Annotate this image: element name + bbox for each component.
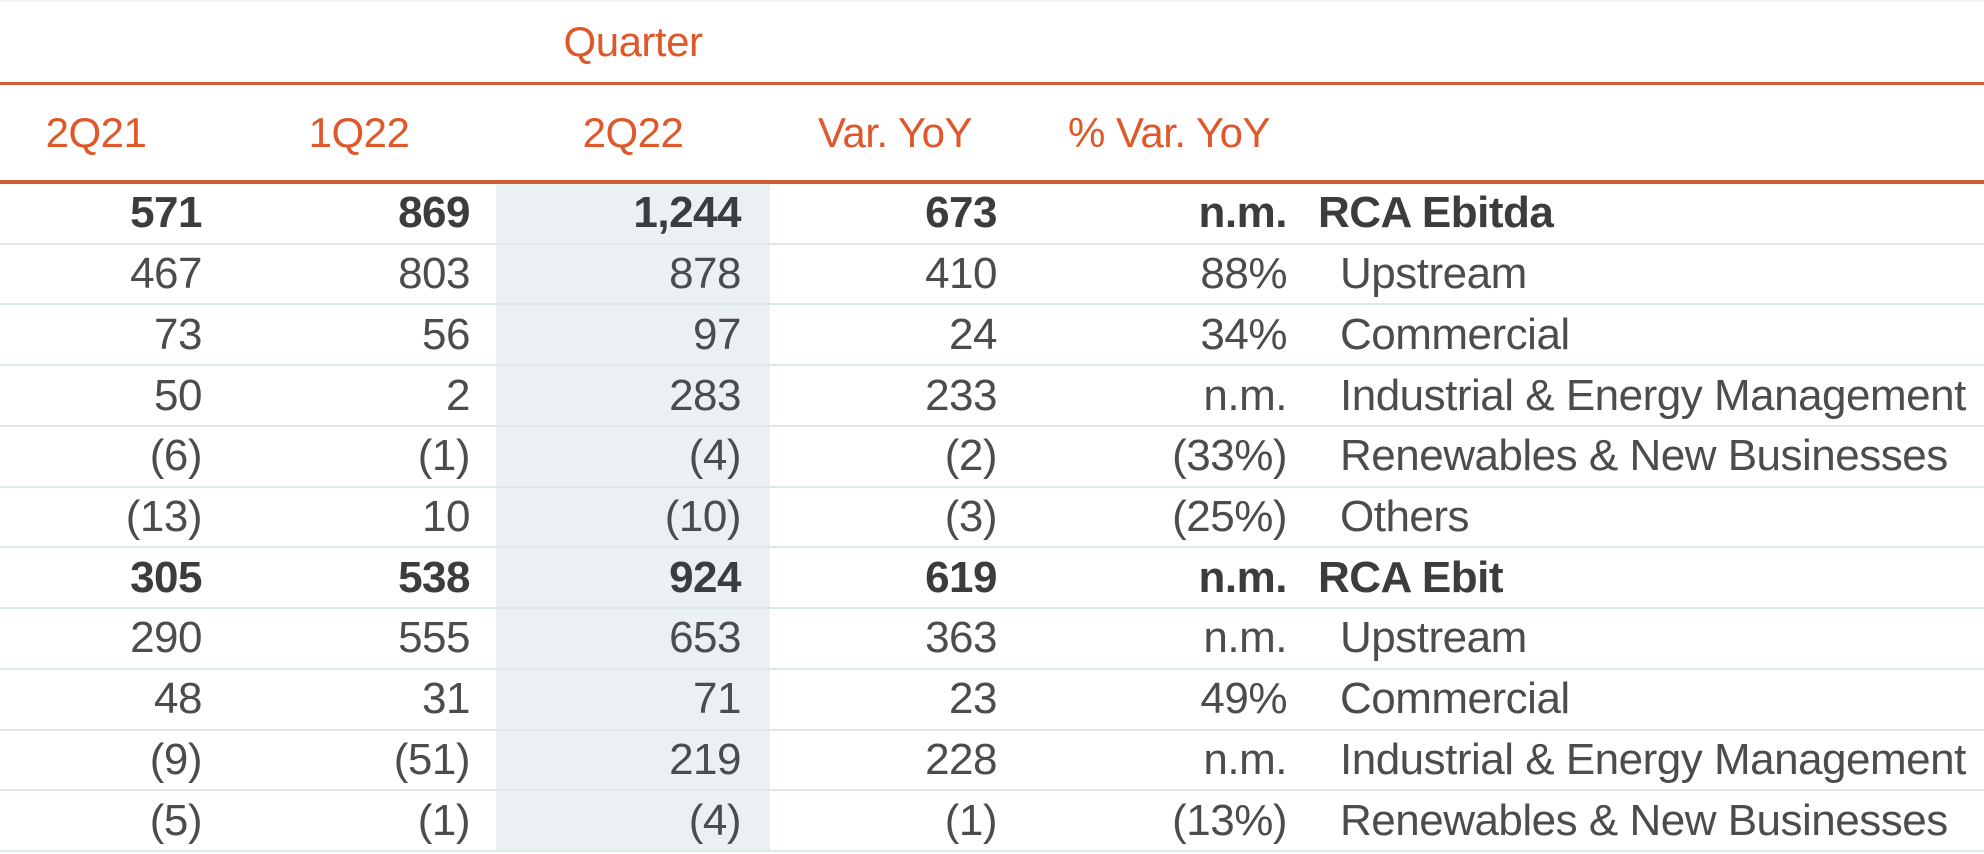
quarter-group-label: Quarter bbox=[563, 18, 703, 65]
cell-pct-var-yoy: 88% bbox=[1200, 249, 1287, 299]
cell-2q21: 73 bbox=[154, 309, 202, 359]
cell-1q22: 538 bbox=[398, 552, 470, 602]
cell-var-yoy: 24 bbox=[949, 309, 997, 359]
cell-2q21: (6) bbox=[149, 431, 203, 481]
table-row-commercial: 48 31 71 23 49% Commercial bbox=[0, 670, 1984, 731]
cell-var-yoy: 410 bbox=[925, 249, 997, 299]
cell-var-yoy: (1) bbox=[944, 795, 998, 845]
table-row-industrial-energy-management: (9) (51) 219 228 n.m. Industrial & Energ… bbox=[0, 731, 1984, 792]
cell-pct-var-yoy: n.m. bbox=[1203, 734, 1287, 784]
cell-2q22: 97 bbox=[693, 309, 741, 359]
column-header-row: 2Q21 1Q22 2Q22 Var. YoY % Var. YoY bbox=[0, 85, 1984, 180]
cell-2q22: 924 bbox=[669, 552, 741, 602]
table-row-upstream: 290 555 653 363 n.m. Upstream bbox=[0, 609, 1984, 670]
cell-pct-var-yoy: n.m. bbox=[1198, 552, 1288, 602]
row-label: RCA Ebit bbox=[1318, 552, 1504, 602]
cell-1q22: (1) bbox=[417, 431, 471, 481]
cell-var-yoy: (3) bbox=[944, 491, 998, 541]
column-header-pct-var-yoy: % Var. YoY bbox=[1067, 108, 1271, 156]
cell-1q22: 2 bbox=[446, 370, 470, 420]
row-label: Industrial & Energy Management bbox=[1340, 370, 1966, 420]
column-header-2q21: 2Q21 bbox=[45, 108, 147, 156]
row-label: Renewables & New Businesses bbox=[1340, 431, 1948, 481]
cell-pct-var-yoy: (13%) bbox=[1172, 795, 1287, 845]
cell-pct-var-yoy: n.m. bbox=[1203, 613, 1287, 663]
cell-2q21: (5) bbox=[149, 795, 203, 845]
row-label: RCA Ebitda bbox=[1318, 188, 1554, 238]
cell-var-yoy: 619 bbox=[925, 552, 997, 602]
cell-1q22: 869 bbox=[398, 188, 470, 238]
cell-var-yoy: 673 bbox=[925, 188, 997, 238]
cell-2q21: 571 bbox=[130, 188, 202, 238]
table-row-commercial: 73 56 97 24 34% Commercial bbox=[0, 305, 1984, 367]
cell-pct-var-yoy: (25%) bbox=[1172, 491, 1287, 541]
row-label: Others bbox=[1340, 491, 1470, 541]
cell-2q21: 48 bbox=[154, 674, 202, 724]
highlighted-column-2q22 bbox=[496, 184, 770, 852]
cell-2q21: 50 bbox=[154, 370, 202, 420]
row-label: Renewables & New Businesses bbox=[1340, 795, 1948, 845]
cell-2q21: 305 bbox=[130, 552, 202, 602]
table-row-rca-ebitda: 571 869 1,244 673 n.m. RCA Ebitda bbox=[0, 184, 1984, 245]
cell-2q22: 283 bbox=[669, 370, 741, 420]
cell-2q21: (9) bbox=[149, 734, 203, 784]
orange-rule-bottom bbox=[0, 180, 1984, 184]
cell-var-yoy: 23 bbox=[949, 674, 997, 724]
cell-2q22: (4) bbox=[688, 431, 742, 481]
cell-2q22: 71 bbox=[693, 674, 741, 724]
table-row-renewables-new-businesses: (5) (1) (4) (1) (13%) Renewables & New B… bbox=[0, 791, 1984, 852]
row-label: Upstream bbox=[1340, 249, 1527, 299]
table-row-industrial-energy-management: 50 2 283 233 n.m. Industrial & Energy Ma… bbox=[0, 366, 1984, 427]
cell-pct-var-yoy: 49% bbox=[1200, 674, 1287, 724]
table-row-rca-ebit: 305 538 924 619 n.m. RCA Ebit bbox=[0, 548, 1984, 610]
orange-rule-top bbox=[0, 82, 1984, 85]
cell-2q21: (13) bbox=[125, 491, 203, 541]
cell-var-yoy: 363 bbox=[925, 613, 997, 663]
cell-var-yoy: 228 bbox=[925, 734, 997, 784]
table-row-upstream: 467 803 878 410 88% Upstream bbox=[0, 245, 1984, 306]
cell-2q22: (10) bbox=[664, 491, 742, 541]
cell-2q22: 878 bbox=[669, 249, 741, 299]
cell-pct-var-yoy: n.m. bbox=[1198, 188, 1288, 238]
column-header-1q22: 1Q22 bbox=[308, 108, 410, 156]
cell-1q22: 555 bbox=[398, 613, 470, 663]
table-row-others: (13) 10 (10) (3) (25%) Others bbox=[0, 488, 1984, 549]
column-header-var-yoy: Var. YoY bbox=[817, 108, 973, 156]
cell-1q22: 31 bbox=[422, 674, 470, 724]
cell-2q22: (4) bbox=[688, 795, 742, 845]
cell-2q22: 1,244 bbox=[633, 188, 741, 238]
table-rows: 571 869 1,244 673 n.m. RCA Ebitda 467 80… bbox=[0, 184, 1984, 852]
cell-var-yoy: (2) bbox=[944, 431, 998, 481]
row-label: Upstream bbox=[1340, 613, 1527, 663]
cell-1q22: 56 bbox=[422, 309, 470, 359]
cell-pct-var-yoy: 34% bbox=[1200, 309, 1287, 359]
cell-2q21: 467 bbox=[130, 249, 202, 299]
cell-2q22: 653 bbox=[669, 613, 741, 663]
row-label: Commercial bbox=[1340, 674, 1570, 724]
row-label: Industrial & Energy Management bbox=[1340, 734, 1966, 784]
row-label: Commercial bbox=[1340, 309, 1570, 359]
column-header-2q22: 2Q22 bbox=[582, 108, 684, 156]
cell-1q22: 803 bbox=[398, 249, 470, 299]
table-row-renewables-new-businesses: (6) (1) (4) (2) (33%) Renewables & New B… bbox=[0, 427, 1984, 488]
cell-1q22: (1) bbox=[417, 795, 471, 845]
table-body: 571 869 1,244 673 n.m. RCA Ebitda 467 80… bbox=[0, 184, 1984, 852]
cell-var-yoy: 233 bbox=[925, 370, 997, 420]
cell-2q22: 219 bbox=[669, 734, 741, 784]
cell-1q22: (51) bbox=[393, 734, 471, 784]
quarter-group-band: Quarter bbox=[0, 2, 1984, 82]
cell-pct-var-yoy: (33%) bbox=[1172, 431, 1287, 481]
cell-1q22: 10 bbox=[422, 491, 470, 541]
cell-2q21: 290 bbox=[130, 613, 202, 663]
cell-pct-var-yoy: n.m. bbox=[1203, 370, 1287, 420]
